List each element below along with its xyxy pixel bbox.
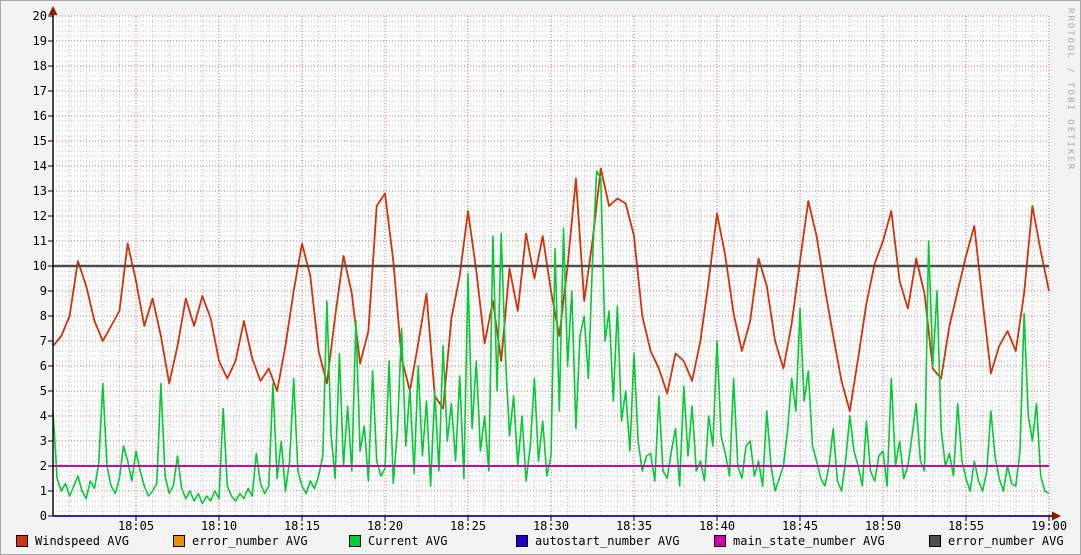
- svg-text:6: 6: [40, 359, 47, 373]
- legend-label: error_number AVG: [948, 534, 1064, 548]
- x-axis-labels: 18:05 18:10 18:15 18:20 18:25 18:30 18:35 18:40…: [118, 516, 1067, 533]
- svg-text:2: 2: [40, 459, 47, 473]
- svg-text:18:50: 18:50: [865, 519, 901, 533]
- legend-item-main-state-number: main_state_number AVG: [714, 534, 885, 548]
- svg-text:3: 3: [40, 434, 47, 448]
- legend-label: Windspeed AVG: [35, 534, 129, 548]
- svg-text:18:55: 18:55: [948, 519, 984, 533]
- watermark-rrdtool-credit: RRDTOOL / TOBI OETIKER: [1065, 8, 1075, 172]
- x-axis-arrow-icon: [1052, 511, 1061, 521]
- legend-label: Current AVG: [368, 534, 448, 548]
- svg-text:18:45: 18:45: [782, 519, 818, 533]
- svg-text:12: 12: [33, 209, 47, 223]
- svg-text:18:35: 18:35: [616, 519, 652, 533]
- svg-text:5: 5: [40, 384, 47, 398]
- svg-text:10: 10: [33, 259, 47, 273]
- svg-text:18:30: 18:30: [533, 519, 569, 533]
- svg-text:18:25: 18:25: [450, 519, 486, 533]
- series-windspeed-line: [52, 167, 1050, 412]
- svg-text:15: 15: [33, 134, 47, 148]
- legend-item-current: Current AVG: [349, 534, 447, 548]
- svg-text:1: 1: [40, 484, 47, 498]
- legend-label: main_state_number AVG: [733, 534, 885, 548]
- series-current-line: [52, 170, 1050, 505]
- legend-swatch-windspeed: [16, 535, 28, 547]
- svg-text:18:40: 18:40: [699, 519, 735, 533]
- legend-item-autostart-number: autostart_number AVG: [516, 534, 680, 548]
- svg-text:0: 0: [40, 509, 47, 523]
- legend-swatch-error-number-gray: [929, 535, 941, 547]
- svg-text:18:05: 18:05: [118, 519, 154, 533]
- legend-item-windspeed: Windspeed AVG: [16, 534, 129, 548]
- y-axis-arrow-icon: [48, 6, 58, 15]
- svg-text:9: 9: [40, 284, 47, 298]
- svg-text:20: 20: [33, 9, 47, 23]
- legend-swatch-main-state-number: [714, 535, 726, 547]
- legend-item-error-number-gray: error_number AVG: [929, 534, 1064, 548]
- legend-label: autostart_number AVG: [535, 534, 680, 548]
- svg-text:16: 16: [33, 109, 47, 123]
- svg-text:14: 14: [33, 159, 47, 173]
- legend-label: error_number AVG: [192, 534, 308, 548]
- legend: Windspeed AVG error_number AVG Current A…: [1, 534, 1080, 552]
- svg-text:19: 19: [33, 34, 47, 48]
- svg-text:18:20: 18:20: [367, 519, 403, 533]
- svg-text:19:00: 19:00: [1031, 519, 1067, 533]
- svg-text:4: 4: [40, 409, 47, 423]
- legend-swatch-autostart-number: [516, 535, 528, 547]
- svg-text:18:10: 18:10: [201, 519, 237, 533]
- svg-text:11: 11: [33, 234, 47, 248]
- svg-text:17: 17: [33, 84, 47, 98]
- legend-swatch-error-number-orange: [173, 535, 185, 547]
- svg-text:7: 7: [40, 334, 47, 348]
- legend-item-error-number-orange: error_number AVG: [173, 534, 308, 548]
- svg-text:13: 13: [33, 184, 47, 198]
- legend-swatch-current: [349, 535, 361, 547]
- svg-text:18:15: 18:15: [284, 519, 320, 533]
- svg-text:8: 8: [40, 309, 47, 323]
- svg-text:18: 18: [33, 59, 47, 73]
